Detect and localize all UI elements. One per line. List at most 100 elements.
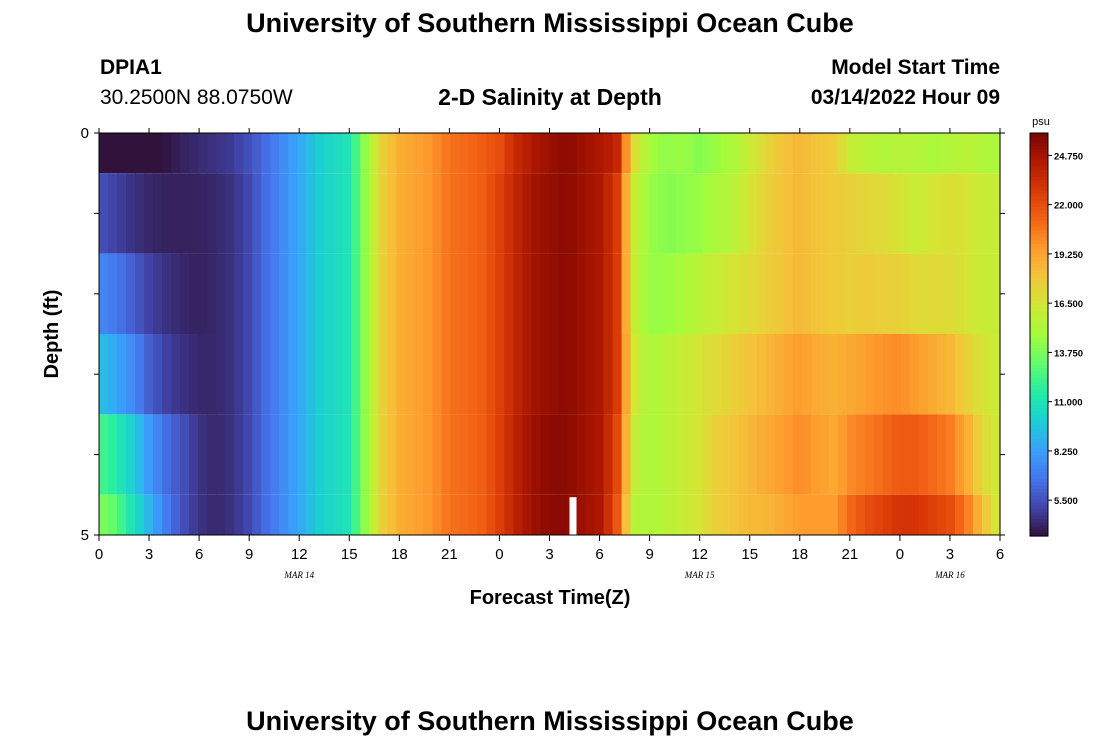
- heatmap-cell: [747, 173, 758, 254]
- heatmap-cell: [288, 253, 298, 334]
- heatmap-cell: [243, 334, 253, 415]
- colorbar-segment: [1030, 398, 1048, 403]
- heatmap-cell: [720, 494, 731, 535]
- heatmap-cell: [891, 173, 902, 254]
- heatmap-cell: [387, 494, 397, 535]
- colorbar-segment: [1030, 512, 1048, 517]
- heatmap-cell: [504, 133, 515, 174]
- heatmap-cell: [900, 414, 911, 495]
- heatmap-cell: [270, 253, 280, 334]
- heatmap-cell: [387, 133, 397, 174]
- heatmap-cell: [900, 173, 911, 254]
- x-tick-label: 21: [441, 546, 458, 563]
- heatmap-cell: [936, 494, 947, 535]
- heatmap-cell: [873, 173, 884, 254]
- heatmap-cell: [117, 494, 127, 535]
- heatmap-cell: [126, 494, 136, 535]
- heatmap-cell: [828, 133, 839, 174]
- heatmap-cell: [711, 133, 722, 174]
- heatmap-cell: [423, 173, 433, 254]
- heatmap-cell: [414, 253, 424, 334]
- heatmap-cell: [207, 494, 217, 535]
- heatmap-cell: [522, 133, 533, 174]
- heatmap-cell: [684, 334, 695, 415]
- heatmap-cell: [549, 173, 560, 254]
- heatmap-cell: [639, 133, 650, 174]
- heatmap-cell: [630, 133, 641, 174]
- heatmap-cell: [144, 414, 154, 495]
- heatmap-cell: [396, 173, 406, 254]
- heatmap-cell: [774, 494, 785, 535]
- heatmap-cell: [108, 173, 118, 254]
- heatmap-cell: [675, 494, 686, 535]
- salinity-chart: 0 3 6 9 12 15 18 21 0 3 6 9 12 15 18 21 0 3 6 MAR 14 MAR 15 M…: [41, 116, 1083, 609]
- heatmap-cell: [963, 494, 974, 535]
- colorbar-segment: [1030, 287, 1048, 292]
- heatmap-cell: [756, 494, 767, 535]
- heatmap-cell: [630, 414, 641, 495]
- colorbar-segment: [1030, 509, 1048, 514]
- heatmap-cell: [450, 253, 460, 334]
- heatmap-cell: [846, 494, 857, 535]
- heatmap-cell: [432, 414, 442, 495]
- heatmap-cell: [747, 494, 758, 535]
- heatmap-cell: [261, 494, 271, 535]
- heatmap-cell: [423, 133, 433, 174]
- heatmap-cell: [612, 173, 623, 254]
- colorbar-segment: [1030, 368, 1048, 373]
- colorbar-segment: [1030, 183, 1048, 188]
- colorbar-segment: [1030, 280, 1048, 285]
- heatmap-cell: [837, 414, 848, 495]
- heatmap-cell: [927, 334, 938, 415]
- heatmap-cell: [783, 253, 794, 334]
- heatmap-cell: [243, 494, 253, 535]
- heatmap-cell: [531, 334, 542, 415]
- heatmap-cell: [486, 494, 497, 535]
- colorbar-segment: [1030, 237, 1048, 242]
- heatmap-cell: [693, 133, 704, 174]
- heatmap-cell: [108, 253, 118, 334]
- colorbar-segment: [1030, 499, 1048, 504]
- heatmap-cell: [207, 173, 217, 254]
- heatmap-cell: [567, 253, 578, 334]
- heatmap-cell: [234, 494, 244, 535]
- heatmap-cell: [189, 133, 199, 174]
- heatmap-cell: [810, 253, 821, 334]
- heatmap-cell: [171, 253, 181, 334]
- y-tick-label: 5: [81, 527, 89, 544]
- colorbar-tick-label: 19.250: [1054, 250, 1083, 261]
- heatmap-cell: [540, 133, 551, 174]
- heatmap-cell: [432, 494, 442, 535]
- heatmap-cell: [378, 253, 388, 334]
- heatmap-cell: [981, 414, 992, 495]
- heatmap-cell: [927, 253, 938, 334]
- heatmap-cell: [459, 173, 470, 254]
- heatmap-cell: [324, 133, 334, 174]
- heatmap-cell: [639, 173, 650, 254]
- heatmap-cell: [162, 253, 172, 334]
- heatmap-cell: [495, 173, 506, 254]
- heatmap-cell: [135, 133, 145, 174]
- heatmap-cell: [945, 334, 956, 415]
- heatmap-cell: [144, 253, 154, 334]
- heatmap-cell: [324, 334, 334, 415]
- heatmap-cell: [441, 253, 451, 334]
- heatmap-cell: [108, 334, 118, 415]
- heatmap-cell: [378, 173, 388, 254]
- heatmap-cell: [990, 173, 1001, 254]
- heatmap-cell: [99, 494, 109, 535]
- heatmap-cell: [135, 494, 145, 535]
- colorbar-segment: [1030, 163, 1048, 168]
- colorbar-segment: [1030, 213, 1048, 218]
- heatmap-cell: [882, 334, 893, 415]
- colorbar-tick-label: 8.250: [1054, 447, 1078, 458]
- heatmap-cell: [234, 173, 244, 254]
- heatmap-cell: [819, 253, 830, 334]
- colorbar-segment: [1030, 391, 1048, 396]
- heatmap-cell: [846, 334, 857, 415]
- colorbar-segment: [1030, 139, 1048, 144]
- x-axis-label: Forecast Time(Z): [470, 587, 631, 609]
- colorbar-tick-label: 13.750: [1054, 348, 1083, 359]
- heatmap-cell: [864, 494, 875, 535]
- colorbar-segment: [1030, 136, 1048, 141]
